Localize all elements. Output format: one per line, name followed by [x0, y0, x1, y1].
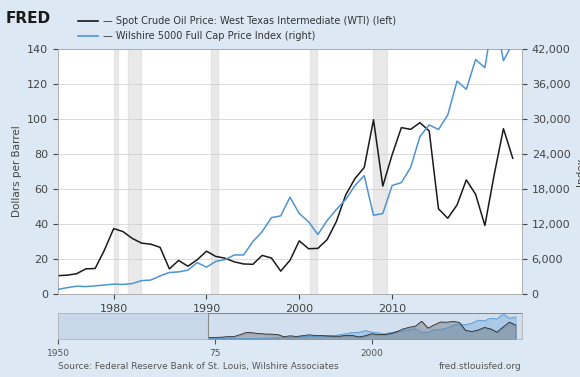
Y-axis label: Dollars per Barrel: Dollars per Barrel: [12, 126, 21, 218]
Legend: — Spot Crude Oil Price: West Texas Intermediate (WTI) (left), — Wilshire 5000 Fu: — Spot Crude Oil Price: West Texas Inter…: [74, 12, 400, 45]
Bar: [128, 49, 140, 294]
Y-axis label: Index: Index: [576, 157, 580, 186]
Bar: [372, 49, 386, 294]
Bar: [310, 49, 317, 294]
Bar: [211, 49, 218, 294]
Text: FRED: FRED: [6, 11, 51, 26]
Text: Source: Federal Reserve Bank of St. Louis, Wilshire Associates: Source: Federal Reserve Bank of St. Loui…: [58, 362, 339, 371]
Bar: [114, 49, 118, 294]
Bar: [208, 313, 522, 339]
Text: fred.stlouisfed.org: fred.stlouisfed.org: [439, 362, 522, 371]
